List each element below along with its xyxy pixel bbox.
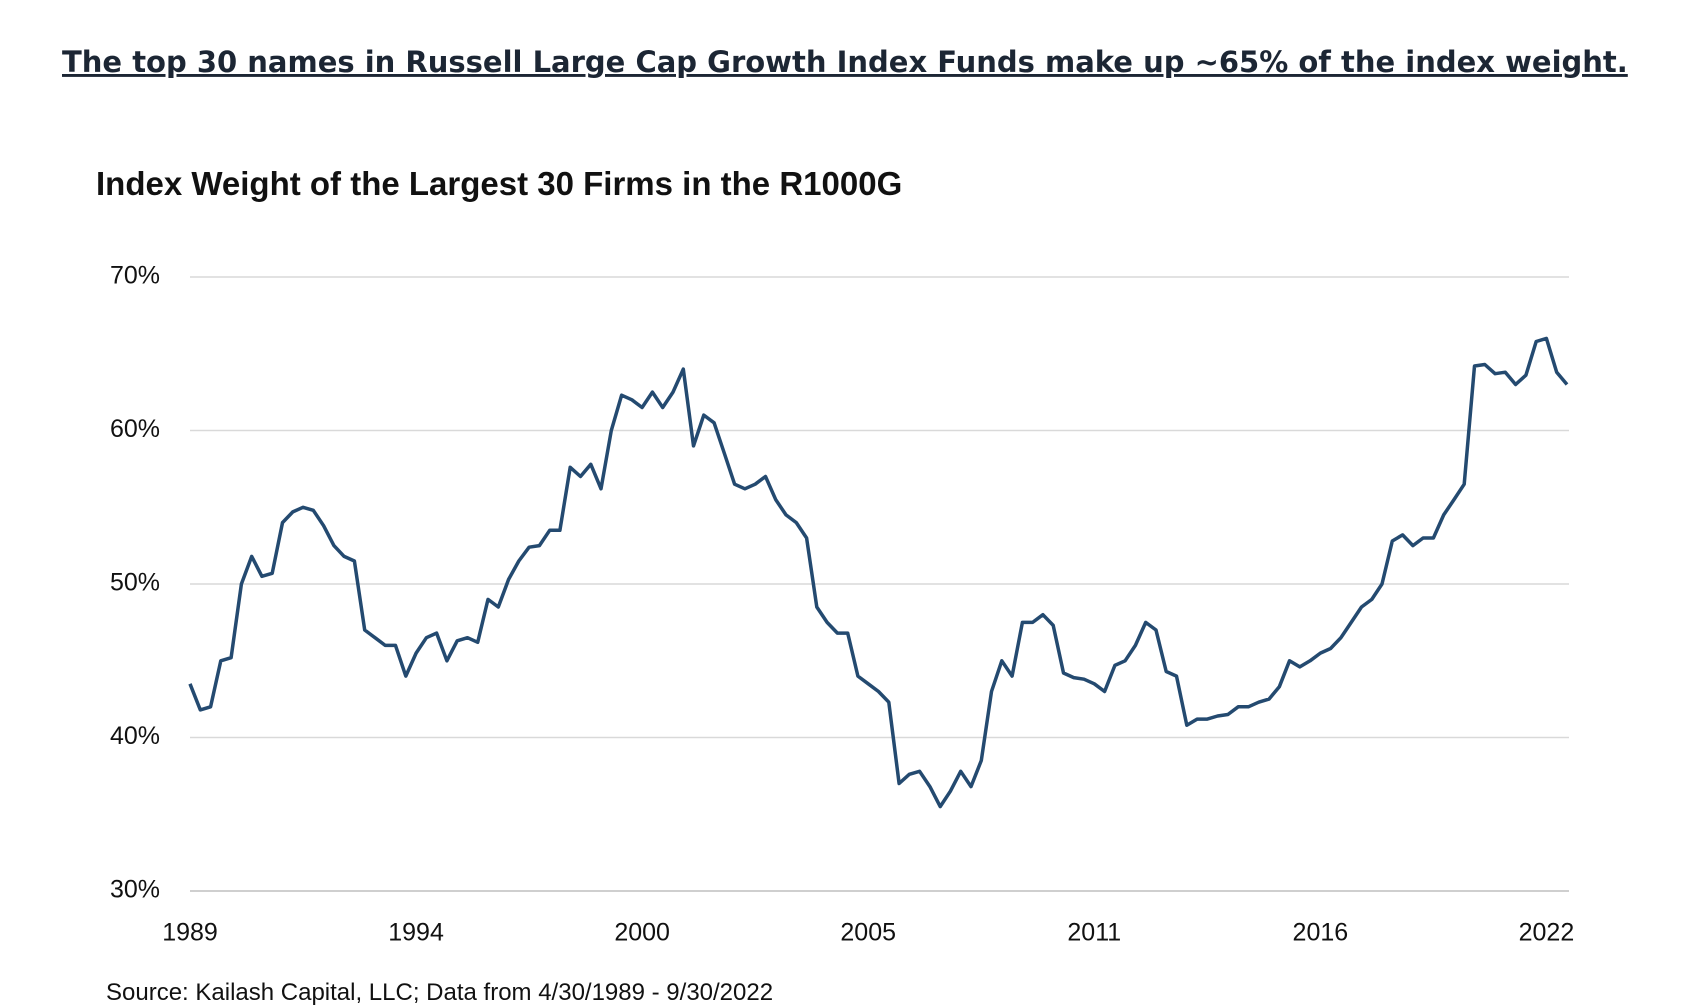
- x-tick-label: 2016: [1293, 919, 1349, 947]
- source: Source: Kailash Capital, LLC; Data from …: [106, 979, 773, 1006]
- y-tick-label: 40%: [110, 722, 160, 750]
- y-tick-label: 30%: [110, 876, 160, 904]
- y-tick-label: 50%: [110, 569, 160, 597]
- y-tick-label: 70%: [110, 262, 160, 290]
- chart-title: Index Weight of the Largest 30 Firms in …: [96, 165, 902, 202]
- heading: The top 30 names in Russell Large Cap Gr…: [62, 45, 1628, 79]
- x-tick-label: 2000: [614, 919, 670, 947]
- x-tick-label: 1989: [162, 919, 218, 947]
- x-tick-label: 2011: [1067, 919, 1121, 947]
- x-tick-label: 2005: [840, 919, 896, 947]
- x-tick-label: 2022: [1519, 919, 1575, 947]
- data-line: [188, 336, 1569, 809]
- x-tick-label: 1994: [388, 919, 444, 947]
- y-tick-label: 60%: [110, 415, 160, 443]
